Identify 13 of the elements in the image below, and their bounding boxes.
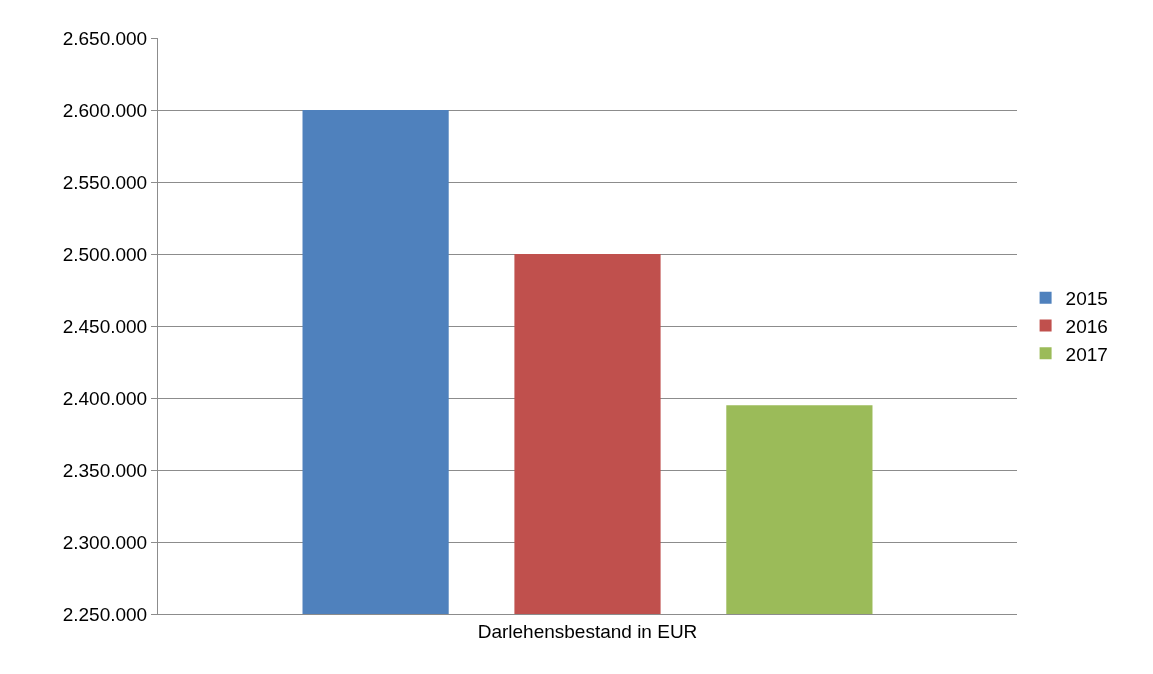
x-tick-label: Darlehensbestand in EUR xyxy=(477,620,698,642)
y-tick-label: 2.600.000 xyxy=(62,99,148,121)
y-tick-label: 2.500.000 xyxy=(62,243,148,265)
legend-label: 2015 xyxy=(1065,288,1108,310)
legend-label: 2016 xyxy=(1065,315,1108,337)
y-tick-label: 2.550.000 xyxy=(62,171,148,193)
y-tick-label: 2.400.000 xyxy=(62,387,148,409)
y-tick-label: 2.300.000 xyxy=(62,531,148,553)
y-tick-label: 2.650.000 xyxy=(62,27,148,49)
y-tick-label: 2.350.000 xyxy=(62,459,148,481)
y-tick-label: 2.250.000 xyxy=(62,603,148,625)
y-tick-label: 2.450.000 xyxy=(62,315,148,337)
legend-label: 2017 xyxy=(1065,343,1108,365)
